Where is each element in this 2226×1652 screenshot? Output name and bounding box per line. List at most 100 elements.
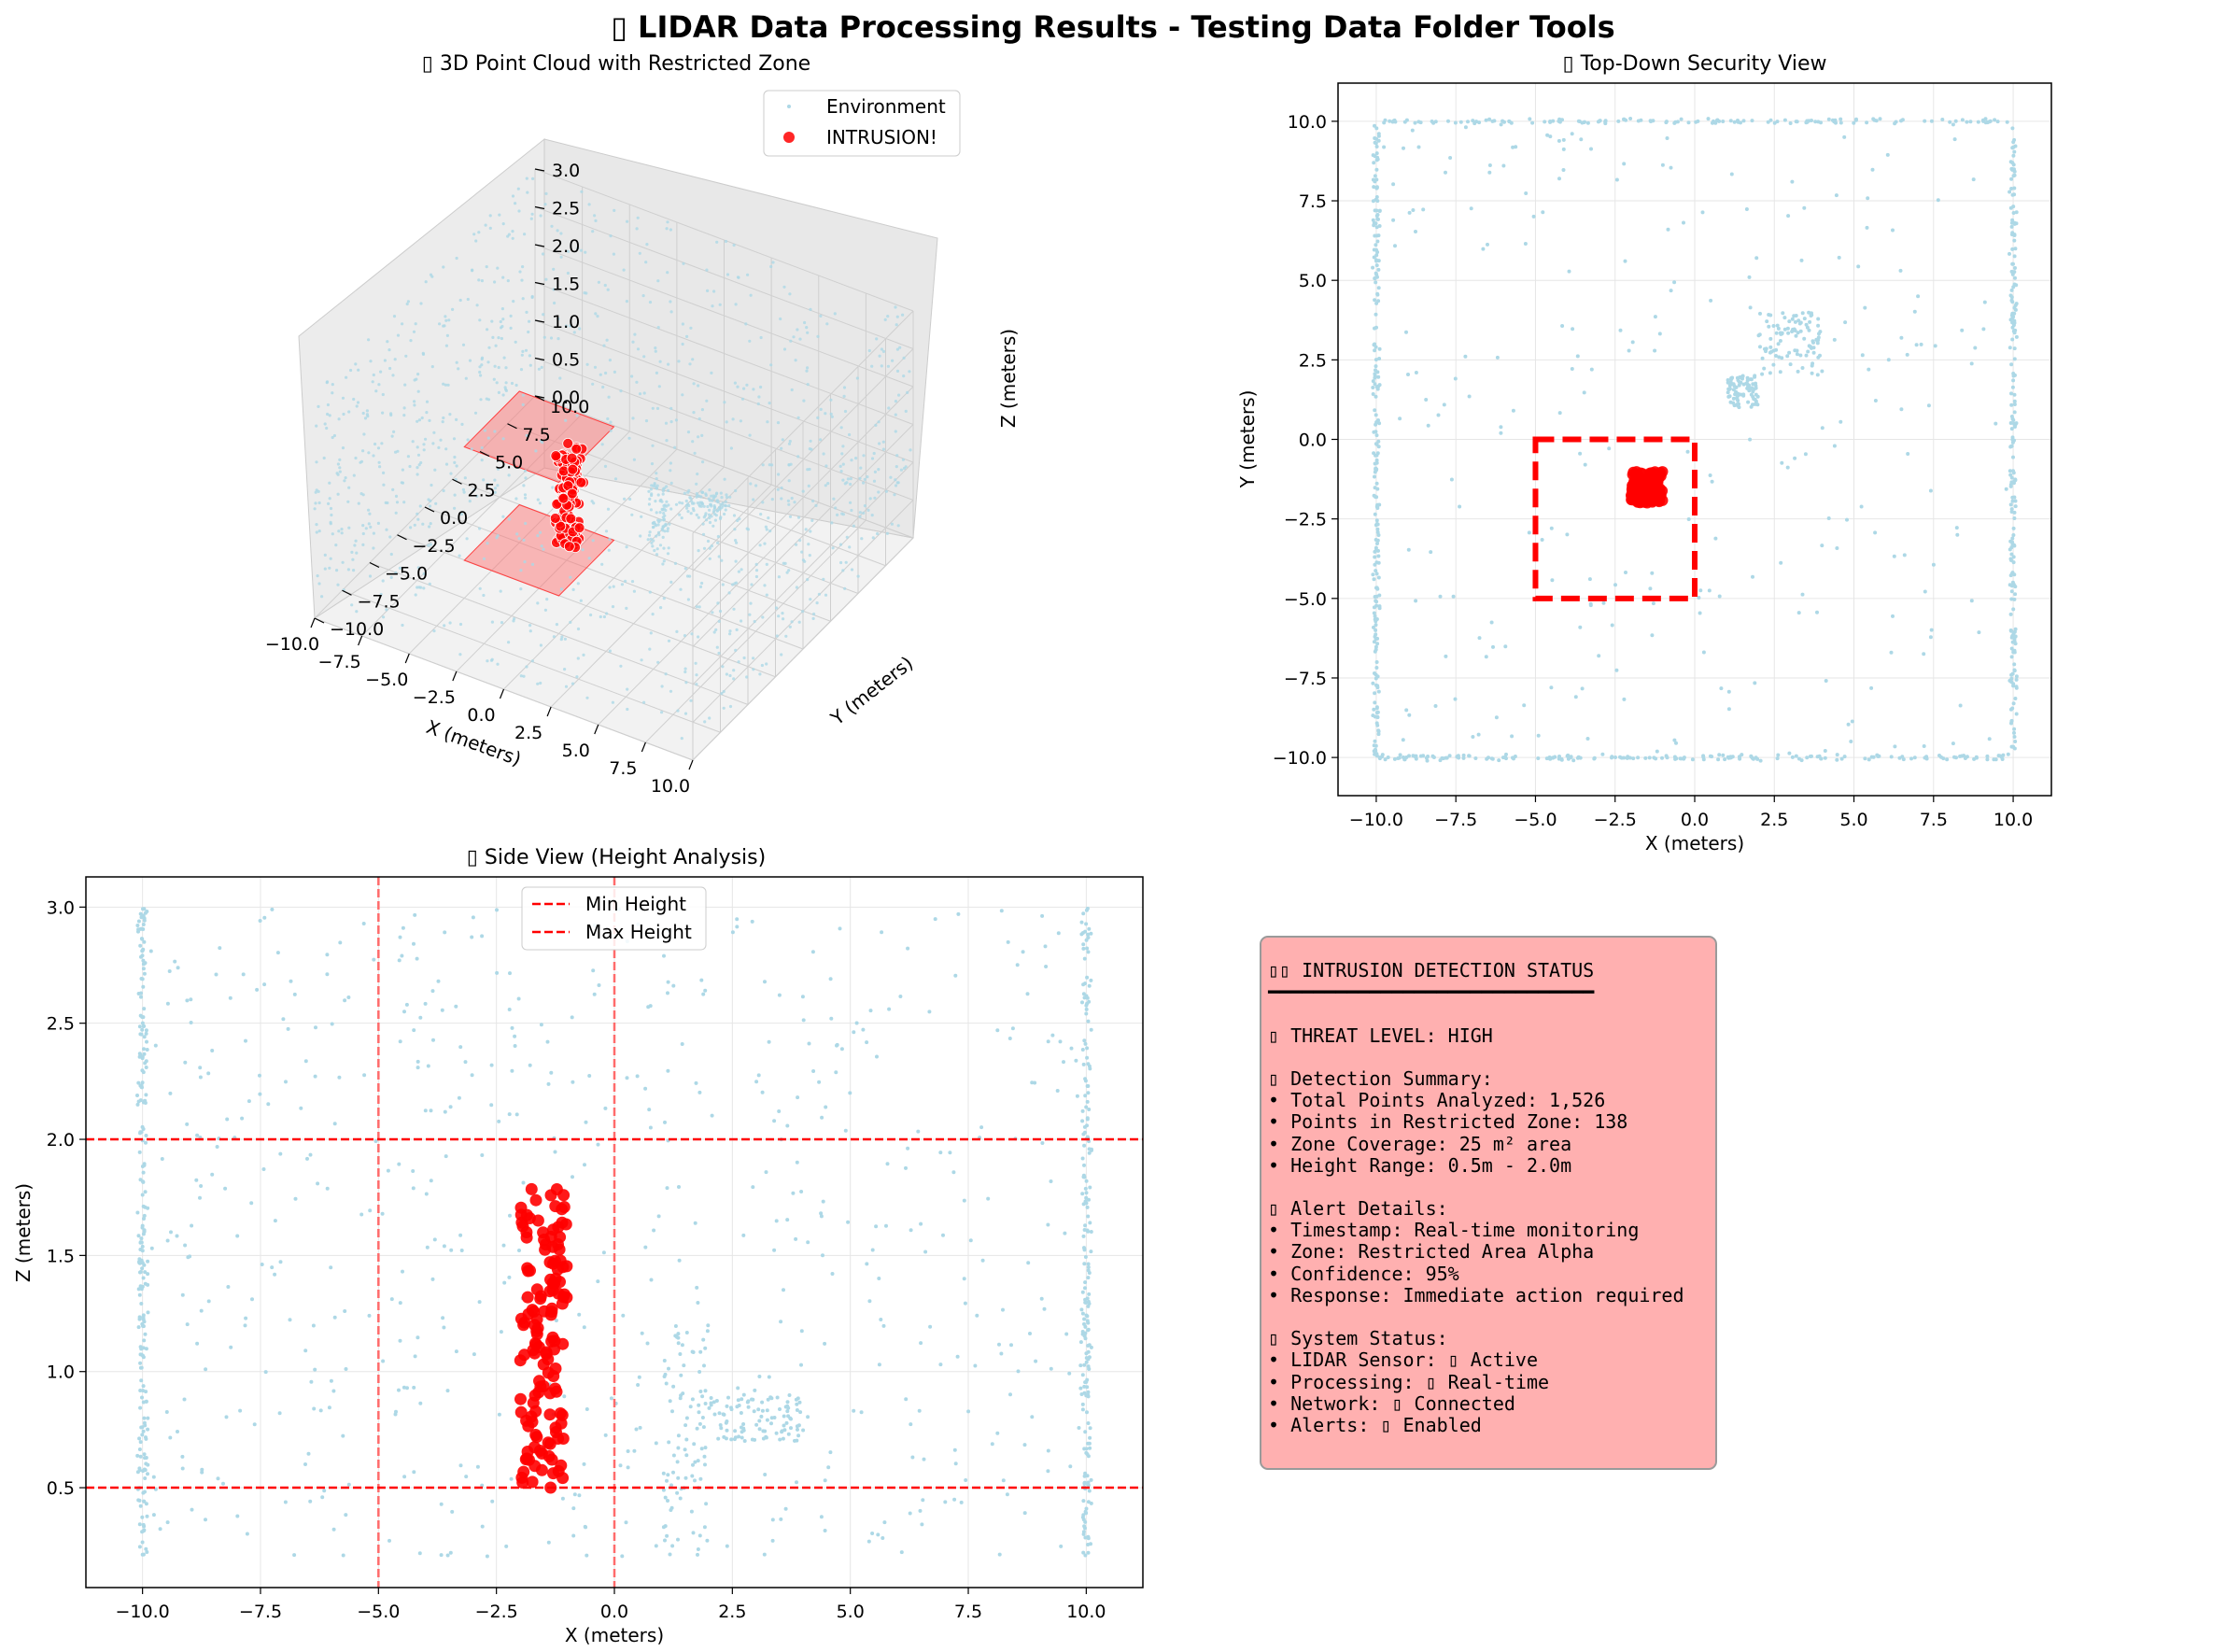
- environment-point: [782, 617, 785, 621]
- status-line: • Zone: Restricted Area Alpha: [1268, 1240, 1595, 1264]
- environment-point: [344, 1367, 348, 1371]
- environment-point: [797, 620, 801, 624]
- environment-point: [238, 1408, 243, 1413]
- environment-point: [697, 417, 701, 421]
- environment-point: [576, 582, 580, 586]
- environment-point: [1374, 136, 1379, 141]
- environment-point: [700, 408, 705, 412]
- environment-point: [1084, 1191, 1089, 1195]
- environment-point: [1545, 133, 1550, 137]
- environment-point: [729, 1437, 734, 1442]
- environment-point: [221, 1481, 225, 1486]
- environment-point: [1086, 1276, 1091, 1280]
- environment-point: [466, 297, 470, 302]
- environment-point: [1780, 331, 1784, 335]
- environment-point: [315, 523, 318, 527]
- environment-point: [1810, 361, 1815, 366]
- environment-point: [833, 312, 837, 316]
- environment-point: [138, 1131, 142, 1136]
- environment-point: [509, 1476, 514, 1481]
- x-tick-label-3d: 7.5: [609, 758, 637, 779]
- environment-point: [1374, 705, 1379, 710]
- environment-point: [381, 1359, 386, 1363]
- environment-point: [676, 1341, 681, 1346]
- environment-point: [669, 1483, 673, 1488]
- environment-point: [507, 1112, 512, 1117]
- environment-point: [2010, 316, 2015, 320]
- y-tick-label-3d: 2.5: [468, 480, 496, 501]
- environment-point: [2011, 372, 2016, 375]
- environment-point: [788, 292, 792, 296]
- environment-point: [1374, 495, 1379, 500]
- x-tick-label-3d: −2.5: [413, 687, 456, 708]
- environment-point: [852, 1408, 856, 1413]
- environment-point: [613, 477, 618, 481]
- environment-point: [757, 395, 761, 399]
- intrusion-point: [550, 450, 562, 462]
- environment-point: [858, 476, 862, 480]
- environment-point: [711, 494, 715, 498]
- legend-3d: Environment INTRUSION!: [763, 90, 961, 157]
- environment-point: [775, 634, 779, 638]
- environment-point: [325, 426, 329, 431]
- environment-point: [1081, 946, 1086, 951]
- environment-point: [486, 436, 490, 440]
- environment-point: [871, 536, 875, 540]
- environment-point: [928, 1324, 933, 1329]
- environment-point: [699, 978, 704, 982]
- environment-point: [538, 530, 542, 534]
- environment-point: [1087, 1367, 1092, 1371]
- environment-point: [1928, 635, 1933, 640]
- intrusion-point: [538, 1234, 551, 1246]
- environment-point: [789, 462, 793, 466]
- environment-point: [1751, 389, 1755, 394]
- environment-point: [515, 532, 519, 536]
- environment-point: [1726, 707, 1731, 712]
- environment-point: [1561, 168, 1566, 172]
- environment-point: [757, 1375, 762, 1378]
- environment-point: [887, 406, 891, 410]
- environment-point: [640, 1331, 644, 1335]
- environment-point: [849, 501, 852, 504]
- environment-point: [457, 367, 460, 371]
- environment-point: [601, 1250, 606, 1255]
- environment-point: [619, 664, 623, 668]
- environment-point: [501, 222, 505, 226]
- environment-point: [489, 1103, 494, 1108]
- environment-point: [780, 1430, 784, 1434]
- environment-point: [697, 605, 701, 609]
- environment-point: [1372, 220, 1376, 225]
- environment-point: [626, 219, 629, 223]
- environment-point: [1579, 137, 1584, 142]
- environment-point: [1923, 755, 1927, 760]
- environment-point: [400, 953, 404, 958]
- environment-point: [877, 468, 881, 472]
- environment-point: [139, 1378, 144, 1383]
- environment-point: [1726, 390, 1730, 395]
- environment-point: [873, 470, 878, 473]
- environment-point: [634, 1427, 639, 1432]
- environment-point: [654, 346, 657, 350]
- environment-point: [734, 559, 738, 563]
- environment-point: [878, 354, 881, 358]
- environment-point: [1083, 1186, 1088, 1191]
- environment-point: [1083, 1255, 1088, 1259]
- environment-point: [1438, 594, 1443, 599]
- environment-point: [706, 1323, 711, 1328]
- environment-point: [2009, 295, 2014, 300]
- environment-point: [725, 420, 728, 424]
- environment-point: [382, 471, 386, 474]
- y-tick-label-3d: 10.0: [550, 397, 589, 417]
- environment-point: [655, 476, 658, 481]
- environment-point: [1768, 118, 1773, 122]
- environment-point: [260, 1263, 264, 1266]
- environment-point: [357, 501, 360, 505]
- environment-point: [1603, 120, 1608, 124]
- environment-point: [718, 506, 722, 510]
- environment-point: [714, 1399, 719, 1403]
- environment-point: [1374, 442, 1378, 446]
- environment-point: [727, 503, 731, 508]
- environment-point: [218, 946, 222, 951]
- environment-point: [667, 362, 670, 366]
- environment-point: [329, 1265, 333, 1270]
